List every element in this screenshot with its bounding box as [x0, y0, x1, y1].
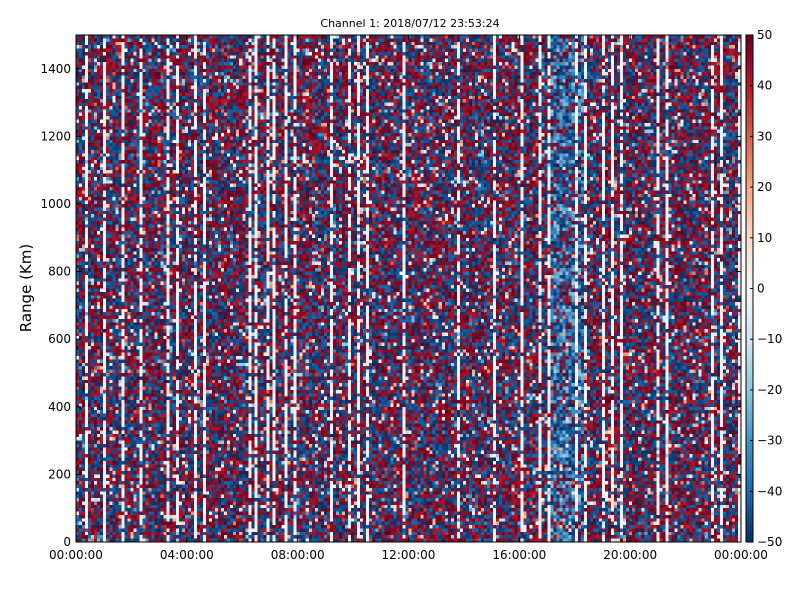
colorbar-tick-label: −30	[757, 434, 782, 448]
x-tick-label: 00:00:00	[714, 548, 768, 562]
colorbar-tick-label: 0	[757, 282, 765, 296]
x-tick-label: 04:00:00	[160, 548, 214, 562]
colorbar	[746, 35, 753, 542]
x-tick-label: 16:00:00	[492, 548, 546, 562]
x-tick-label: 08:00:00	[271, 548, 325, 562]
y-tick-label: 0	[63, 535, 71, 549]
heatmap-cells	[76, 35, 741, 542]
colorbar-tick-label: −40	[757, 484, 782, 498]
colorbar-tick-label: −10	[757, 332, 782, 346]
x-tick-label: 00:00:00	[49, 548, 103, 562]
x-tick-label: 20:00:00	[603, 548, 657, 562]
colorbar-tick-label: 30	[757, 129, 772, 143]
y-tick-label: 1000	[40, 197, 71, 211]
y-axis-label: Range (Km)	[17, 244, 35, 332]
heatmap-image	[76, 35, 741, 542]
y-tick-label: 1200	[40, 129, 71, 143]
colorbar-tick-label: −20	[757, 383, 782, 397]
colorbar-tick-label: −50	[757, 535, 782, 549]
y-tick-label: 600	[48, 332, 71, 346]
colorbar-ticks: −50 −40 −30 −20 −10 0 10 20 30 40 50	[750, 28, 782, 549]
y-axis-ticks: 0 200 400 600 800 1000 1200 1400	[40, 62, 741, 549]
y-tick-label: 800	[48, 265, 71, 279]
y-tick-label: 200	[48, 467, 71, 481]
colorbar-gradient	[746, 35, 753, 542]
chart-title: Channel 1: 2018/07/12 23:53:24	[320, 17, 499, 30]
y-tick-label: 1400	[40, 62, 71, 76]
colorbar-tick-label: 40	[757, 79, 772, 93]
x-tick-label: 12:00:00	[382, 548, 436, 562]
colorbar-tick-label: 50	[757, 28, 772, 42]
x-axis-ticks: 00:00:00 04:00:00 08:00:00 12:00:00 16:00:00…	[49, 35, 768, 562]
colorbar-tick-label: 10	[757, 231, 772, 245]
colorbar-tick-label: 20	[757, 180, 772, 194]
y-tick-label: 400	[48, 400, 71, 414]
